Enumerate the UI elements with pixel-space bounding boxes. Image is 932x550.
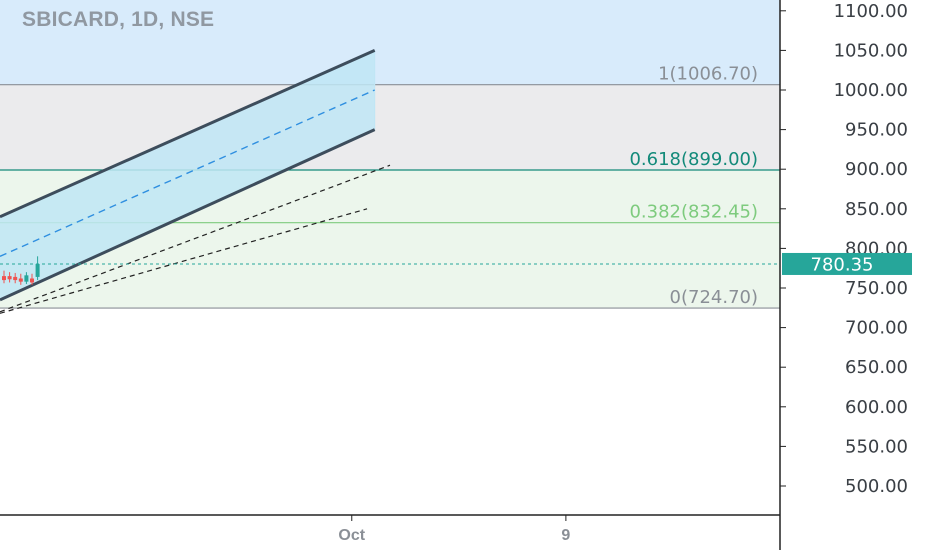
fan-line-2 — [0, 208, 368, 314]
candle-body — [30, 278, 34, 283]
candle-body — [2, 276, 6, 281]
candle-body — [13, 276, 18, 281]
price-tick-label: 850.00 — [845, 199, 908, 220]
last-price-badge — [782, 252, 912, 275]
price-tick-label: 1100.00 — [834, 1, 908, 22]
fib-label-0.618: 0.618(899.00) — [629, 149, 758, 170]
channel-fill — [0, 50, 375, 300]
price-tick-label: 1050.00 — [834, 40, 908, 61]
price-tick-label: 600.00 — [845, 397, 908, 418]
time-tick-label: 9 — [561, 527, 570, 544]
candle-body — [24, 275, 29, 282]
fan-line-1 — [0, 164, 391, 313]
symbol-title: SBICARD, 1D, NSE — [22, 8, 215, 31]
price-tick-label: 550.00 — [845, 436, 908, 457]
price-tick-label: 1000.00 — [834, 80, 908, 101]
channel-upper-line — [0, 49, 376, 219]
price-tick-label: 650.00 — [845, 357, 908, 378]
fib-label-1: 1(1006.70) — [658, 64, 758, 85]
fib-zone-1-0618 — [0, 84, 780, 170]
price-tick-label: 950.00 — [845, 120, 908, 141]
price-tick-label: 500.00 — [845, 476, 908, 497]
channel-lower-line — [0, 128, 376, 302]
price-tick-label: 700.00 — [845, 318, 908, 339]
time-tick-label: Oct — [338, 527, 365, 544]
candle-body — [35, 263, 40, 277]
fib-label-0.382: 0.382(832.45) — [629, 202, 758, 223]
last-price-label: 780.35 — [811, 254, 874, 275]
price-tick-label: 750.00 — [845, 278, 908, 299]
candle-body — [18, 278, 23, 282]
price-axis-panel — [781, 0, 932, 550]
upper-zone — [0, 0, 780, 85]
fib-label-0: 0(724.70) — [670, 287, 758, 308]
candle-body — [7, 276, 12, 280]
median-line — [0, 89, 375, 257]
price-tick-label: 900.00 — [845, 159, 908, 180]
